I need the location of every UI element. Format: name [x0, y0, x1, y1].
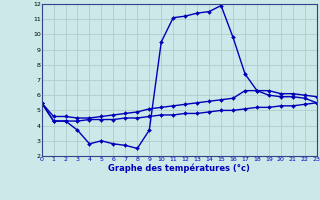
X-axis label: Graphe des températures (°c): Graphe des températures (°c)	[108, 163, 250, 173]
